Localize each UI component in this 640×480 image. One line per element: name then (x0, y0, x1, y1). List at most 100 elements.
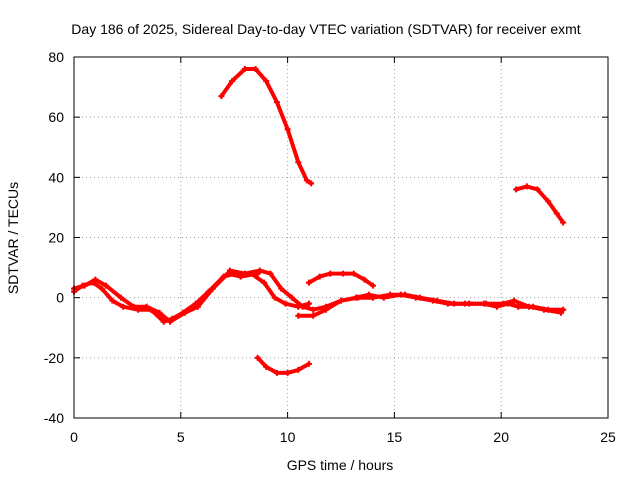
data-point (515, 303, 522, 310)
data-point (553, 210, 560, 217)
data-point (284, 126, 291, 133)
data-point (271, 294, 278, 301)
data-point (209, 285, 216, 292)
data-point (224, 270, 231, 277)
tick-layer: 0 5 10 15 20 25 -40 -20 0 20 40 60 80 (44, 49, 616, 445)
data-point (338, 297, 344, 304)
x-tick-label: 25 (600, 429, 616, 445)
data-point (182, 309, 189, 316)
y-tick-label: 60 (48, 109, 64, 125)
data-point (387, 291, 394, 298)
data-point (310, 312, 317, 319)
data-point (305, 360, 312, 367)
data-point (103, 282, 110, 289)
data-point (355, 294, 362, 301)
data-point (130, 303, 137, 310)
series-line (219, 67, 314, 186)
y-tick-label: 40 (48, 169, 64, 185)
data-point (560, 219, 567, 226)
data-point (282, 300, 289, 307)
data-point (284, 369, 291, 376)
data-point (350, 270, 357, 277)
series-line (296, 292, 563, 318)
data-point (160, 318, 167, 325)
data-point (109, 297, 116, 304)
data-point (327, 270, 334, 277)
data-point (226, 267, 233, 274)
data-point (156, 309, 163, 316)
data-point (229, 78, 236, 85)
data-point (417, 294, 424, 301)
data-point (81, 282, 88, 289)
data-point (273, 99, 280, 106)
series-line (227, 268, 566, 312)
data-point (316, 273, 323, 280)
data-point (273, 369, 280, 376)
data-point (305, 300, 312, 307)
data-point (241, 270, 248, 277)
data-point (545, 198, 552, 205)
data-point (117, 294, 124, 301)
data-point (252, 66, 259, 73)
y-tick-label: 20 (48, 230, 64, 246)
series-track-b (226, 267, 567, 313)
data-point (305, 279, 312, 286)
data-point (278, 285, 285, 292)
data-point (295, 366, 302, 373)
data-point (167, 318, 174, 325)
data-point (310, 306, 317, 313)
data-point (288, 294, 295, 301)
data-point (308, 180, 315, 187)
data-point (263, 78, 270, 85)
data-point (534, 186, 541, 193)
data-point (256, 267, 263, 274)
data-point (267, 270, 274, 277)
x-tick-label: 5 (177, 429, 185, 445)
y-tick-label: -40 (44, 410, 64, 426)
data-point (120, 303, 127, 310)
data-point (263, 363, 270, 370)
data-point (525, 303, 532, 310)
data-point (241, 66, 248, 73)
series-layer (71, 66, 567, 376)
data-point (254, 354, 261, 361)
data-point (143, 303, 150, 310)
data-point (323, 306, 330, 313)
y-axis-label: SDTVAR / TECUs (5, 182, 21, 294)
x-tick-label: 10 (280, 429, 296, 445)
data-point (340, 270, 347, 277)
series-track-c (295, 291, 565, 319)
data-point (540, 306, 547, 313)
data-point (402, 291, 409, 298)
data-point (299, 303, 306, 310)
series-track-d (305, 270, 377, 289)
data-point (295, 159, 302, 166)
data-point (466, 300, 473, 307)
data-point (500, 300, 507, 307)
data-point (451, 300, 458, 307)
series-track-g (513, 183, 567, 226)
y-tick-label: 80 (48, 49, 64, 65)
series-track-e (218, 66, 315, 187)
data-point (261, 279, 268, 286)
series-track-f (254, 354, 312, 376)
data-point (218, 93, 225, 100)
y-tick-label: 0 (56, 290, 64, 306)
grid-layer (74, 57, 608, 418)
data-point (370, 282, 377, 289)
x-axis-label: GPS time / hours (287, 457, 394, 473)
y-tick-label: -20 (44, 350, 64, 366)
data-point (98, 285, 105, 292)
chart-title: Day 186 of 2025, Sidereal Day-to-day VTE… (71, 21, 580, 37)
data-point (511, 297, 518, 304)
data-point (483, 300, 490, 307)
x-tick-label: 20 (493, 429, 509, 445)
data-point (194, 303, 201, 310)
data-point (558, 309, 565, 316)
data-point (434, 297, 441, 304)
data-point (560, 306, 567, 313)
series-line (514, 184, 566, 225)
data-point (513, 186, 520, 193)
data-point (303, 177, 310, 184)
